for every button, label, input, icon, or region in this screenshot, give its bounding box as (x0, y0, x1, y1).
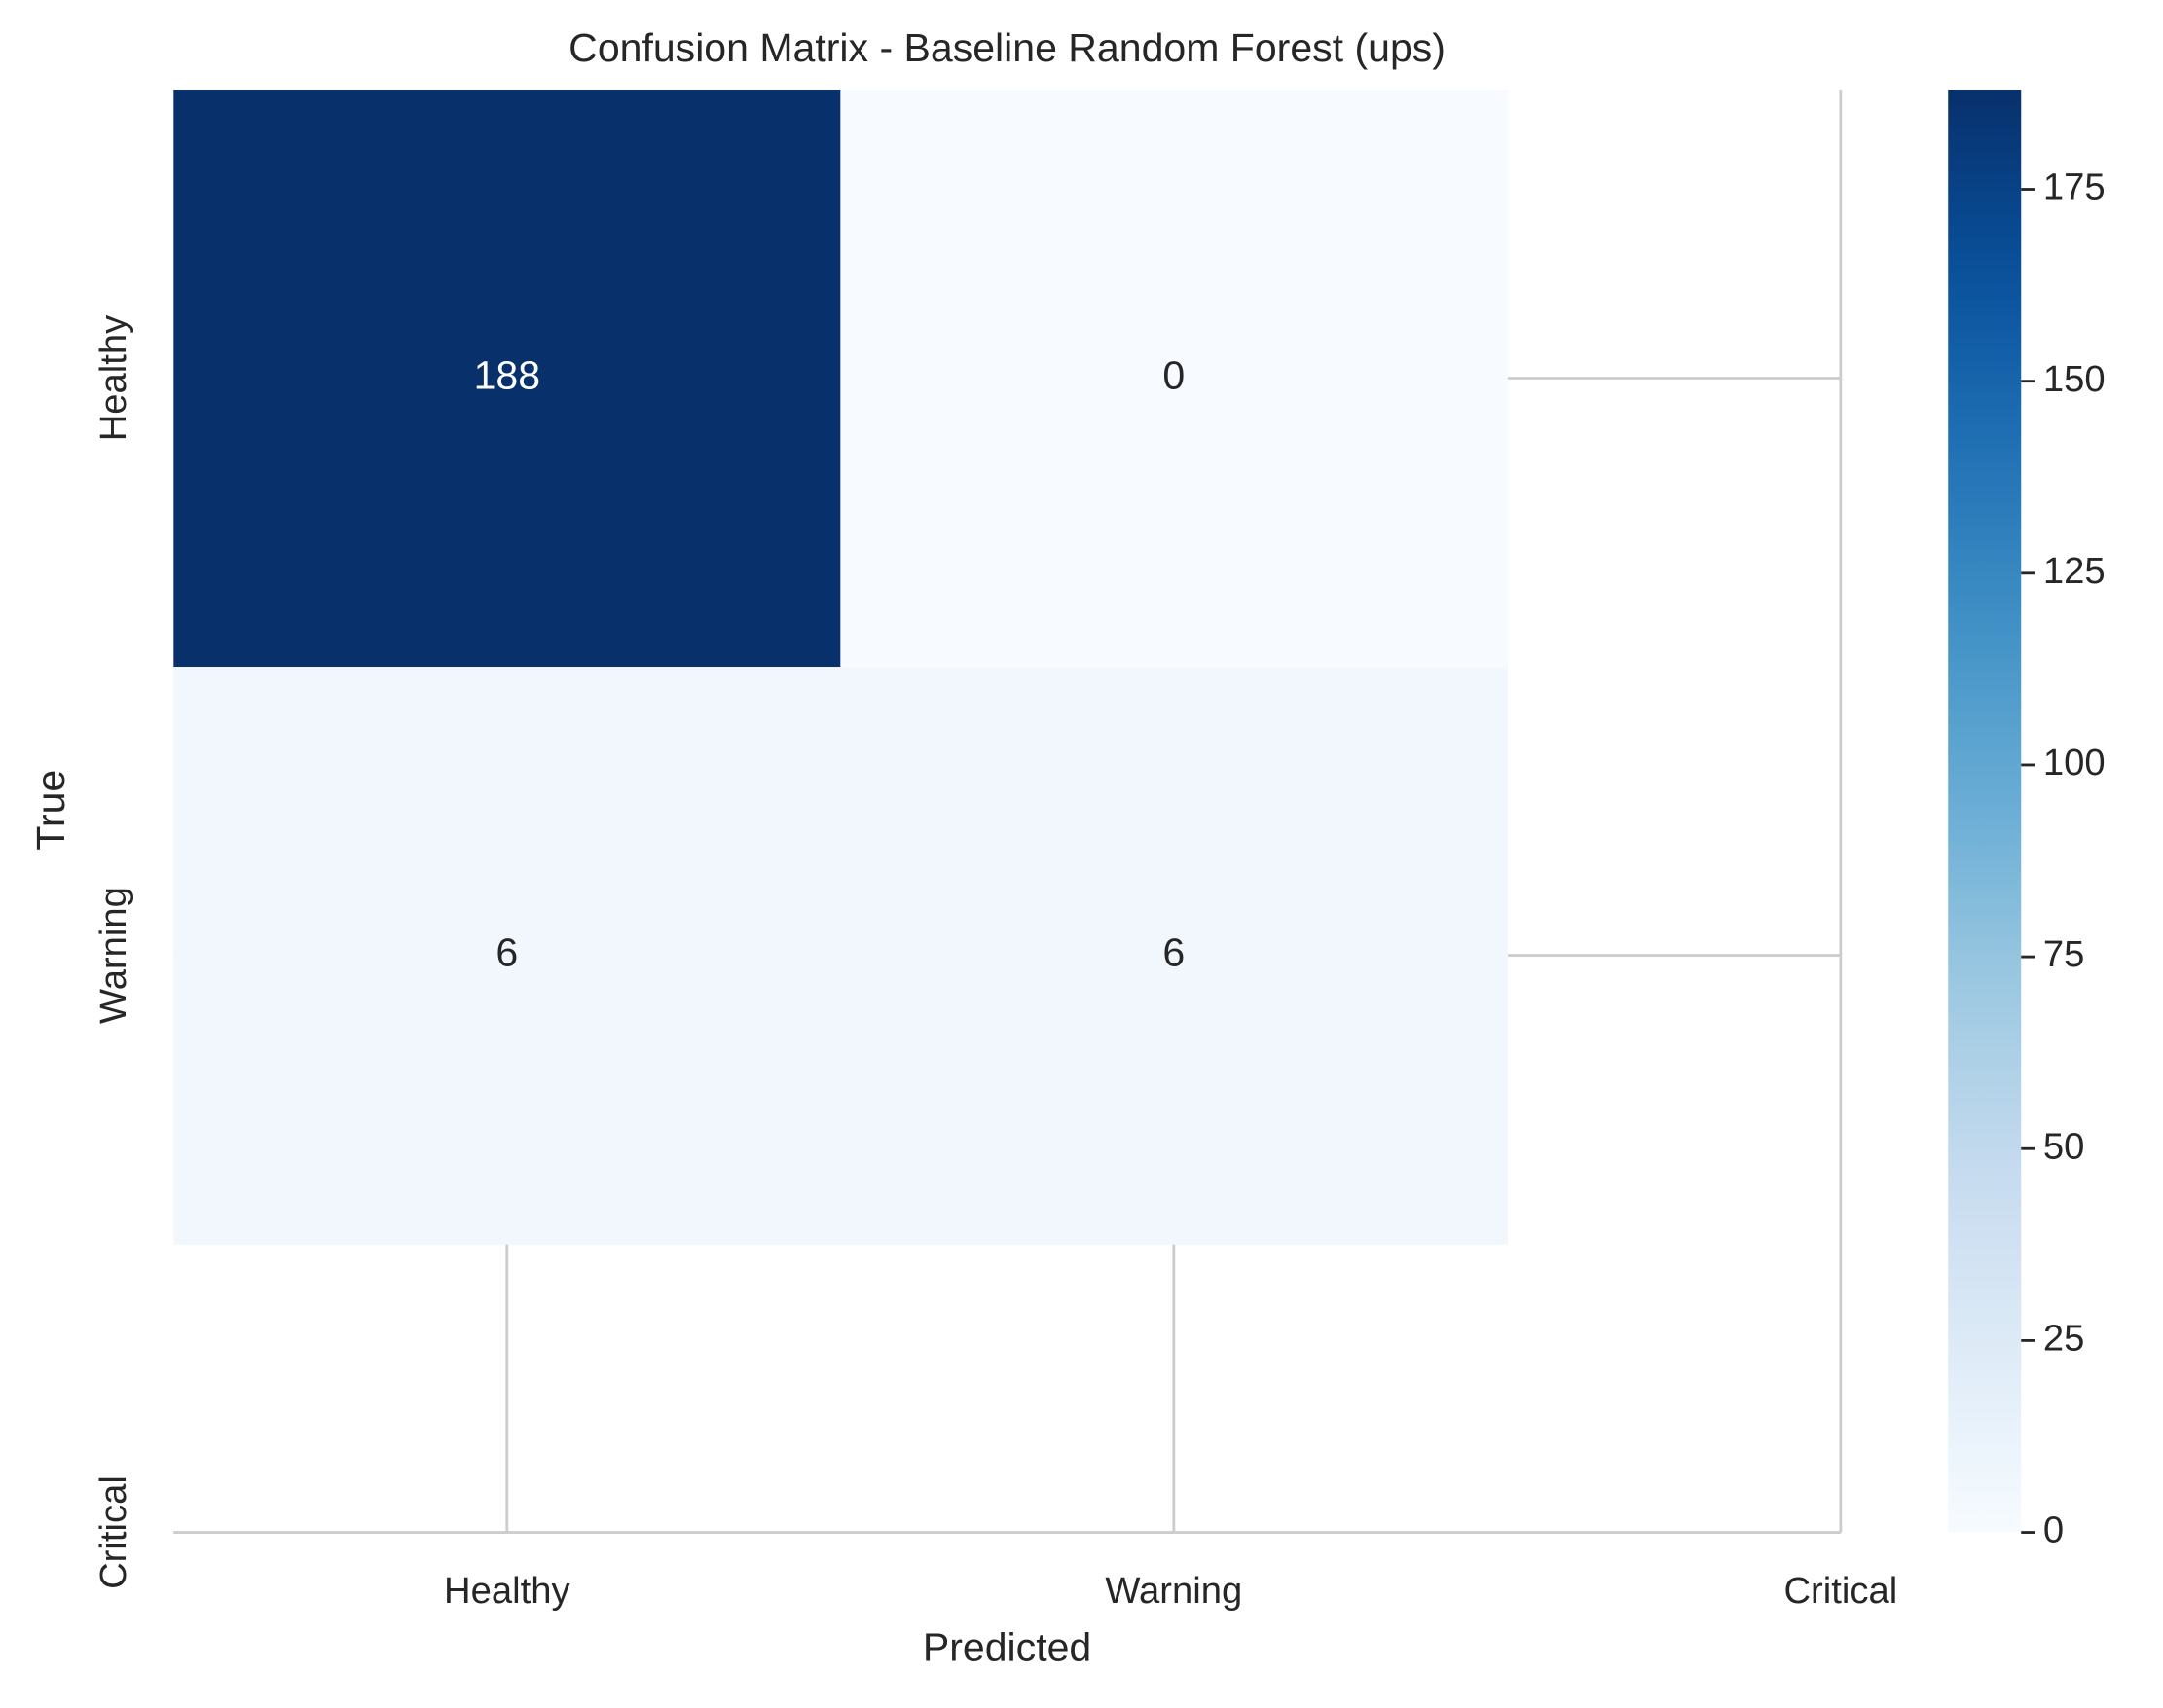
cell-label: 0 (1162, 352, 1185, 397)
heatmap-cell (173, 89, 842, 668)
cell-label: 6 (495, 929, 518, 974)
x-tick-label: Critical (1783, 1570, 1897, 1612)
y-tick-label: Warning (92, 887, 134, 1024)
x-tick-label: Healthy (444, 1570, 570, 1612)
y-axis-label: True (28, 770, 73, 851)
x-tick-label: Warning (1105, 1570, 1242, 1612)
colorbar-tick-label: 25 (2043, 1317, 2085, 1359)
heatmap-cell (173, 667, 842, 1245)
colorbar-tick-label: 75 (2043, 933, 2085, 975)
colorbar-tick-label: 150 (2043, 358, 2106, 400)
x-axis-label: Predicted (923, 1624, 1091, 1669)
cell-label: 188 (474, 352, 540, 397)
colorbar-tick-label: 0 (2043, 1509, 2064, 1551)
chart-title: Confusion Matrix - Baseline Random Fores… (568, 25, 1446, 70)
heatmap-cell (840, 89, 1509, 668)
colorbar-tick-label: 100 (2043, 742, 2106, 783)
cell-label: 6 (1162, 929, 1185, 974)
y-tick-label: Healthy (92, 314, 134, 441)
colorbar-tick-label: 50 (2043, 1125, 2085, 1167)
colorbar-tick-label: 125 (2043, 550, 2106, 592)
heatmap-cell (840, 667, 1509, 1245)
y-tick-label: Critical (92, 1475, 134, 1589)
colorbar (1948, 89, 2022, 1533)
colorbar-tick-label: 175 (2043, 166, 2106, 208)
